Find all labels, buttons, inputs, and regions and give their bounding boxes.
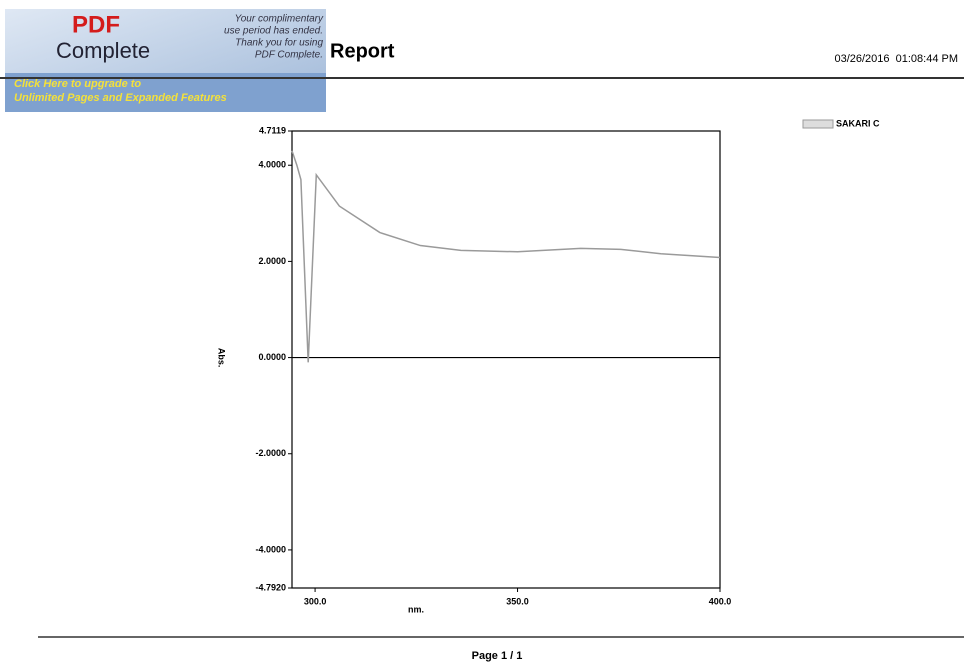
y-tick-label: 2.0000 — [258, 256, 286, 266]
banner-notice: use period has ended. — [224, 26, 323, 37]
banner-strip — [5, 73, 326, 112]
upgrade-banner[interactable]: PDF Complete Your complimentary use peri… — [5, 9, 326, 112]
page-number: Page 1 / 1 — [472, 650, 523, 662]
x-axis-label: nm. — [408, 604, 424, 614]
y-axis-label: Abs. — [217, 348, 227, 368]
banner-notice: PDF Complete. — [255, 50, 323, 61]
plot-frame — [291, 130, 721, 589]
report-title: Report — [330, 40, 395, 62]
y-tick-label: -4.0000 — [255, 544, 286, 554]
x-tick-label: 350.0 — [506, 596, 529, 606]
y-tick-label: 4.7119 — [259, 125, 286, 135]
y-tick-label: -4.7920 — [255, 582, 286, 592]
banner-upgrade[interactable]: Unlimited Pages and Expanded Features — [14, 92, 227, 104]
chart: -4.7920 -4.0000 -2.0000 0.0000 2.0000 4.0000 4… — [217, 118, 880, 614]
report-datetime: 03/26/2016 01:08:44 PM — [834, 53, 958, 65]
banner-notice: Thank you for using — [235, 38, 323, 49]
banner-product: Complete — [56, 38, 150, 63]
x-tick-label: 300.0 — [304, 596, 327, 606]
data-line — [291, 150, 721, 363]
y-tick-label: 4.0000 — [258, 160, 286, 170]
banner-logo: PDF — [72, 11, 120, 38]
legend-swatch — [802, 119, 834, 129]
banner-notice: Your complimentary — [235, 14, 324, 25]
legend-label: SAKARI C — [836, 118, 880, 128]
y-tick-label: -2.0000 — [255, 448, 286, 458]
y-tick-label: 0.0000 — [258, 352, 286, 362]
x-tick-label: 400.0 — [709, 596, 732, 606]
banner-upgrade[interactable]: Click Here to upgrade to — [14, 78, 141, 90]
